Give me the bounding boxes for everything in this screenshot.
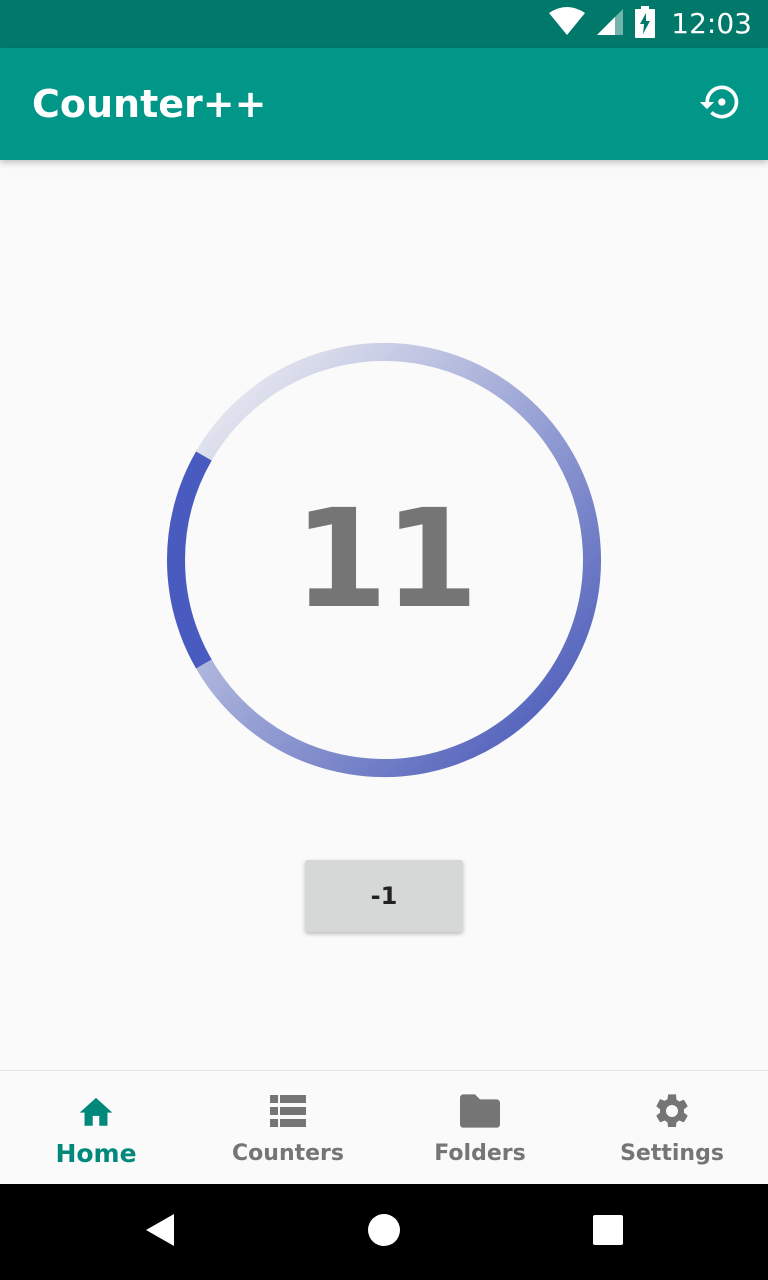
app-title: Counter++: [32, 82, 267, 126]
home-circle-icon: [367, 1213, 401, 1252]
folder-icon: [460, 1091, 500, 1131]
back-icon: [144, 1212, 176, 1253]
nav-label-folders: Folders: [434, 1141, 526, 1166]
main-content: 11 -1: [0, 160, 768, 1070]
recents-icon: [592, 1214, 624, 1251]
decrement-button[interactable]: -1: [305, 860, 463, 932]
nav-item-folders[interactable]: Folders: [384, 1071, 576, 1185]
progress-ring: [167, 343, 601, 777]
status-bar: 12:03: [0, 0, 768, 48]
nav-label-home: Home: [55, 1139, 137, 1168]
counter-value: 11: [293, 481, 478, 639]
back-button[interactable]: [112, 1184, 208, 1280]
battery-charging-icon: [635, 5, 656, 43]
nav-label-counters: Counters: [232, 1141, 344, 1166]
reset-counter-button[interactable]: [696, 80, 744, 128]
app-bar: Counter++: [0, 48, 768, 160]
status-icons: 12:03: [549, 0, 752, 48]
nav-item-settings[interactable]: Settings: [576, 1071, 768, 1185]
ring-progress-arc: [185, 343, 601, 777]
ring-progress-arc-lower: [167, 451, 212, 669]
nav-item-home[interactable]: Home: [0, 1071, 192, 1185]
bottom-navigation: Home Counters Folders Settings: [0, 1070, 768, 1185]
nav-item-counters[interactable]: Counters: [192, 1071, 384, 1185]
list-icon: [268, 1091, 308, 1131]
cell-signal-icon: [595, 7, 625, 42]
nav-label-settings: Settings: [620, 1141, 724, 1166]
wifi-icon: [549, 6, 586, 42]
status-time: 12:03: [671, 7, 752, 40]
home-system-button[interactable]: [336, 1184, 432, 1280]
counter-ring[interactable]: 11: [164, 340, 604, 780]
system-navigation-bar: [0, 1184, 768, 1280]
home-icon: [76, 1091, 116, 1131]
recents-button[interactable]: [560, 1184, 656, 1280]
restore-icon: [698, 80, 742, 129]
gear-icon: [652, 1091, 692, 1131]
